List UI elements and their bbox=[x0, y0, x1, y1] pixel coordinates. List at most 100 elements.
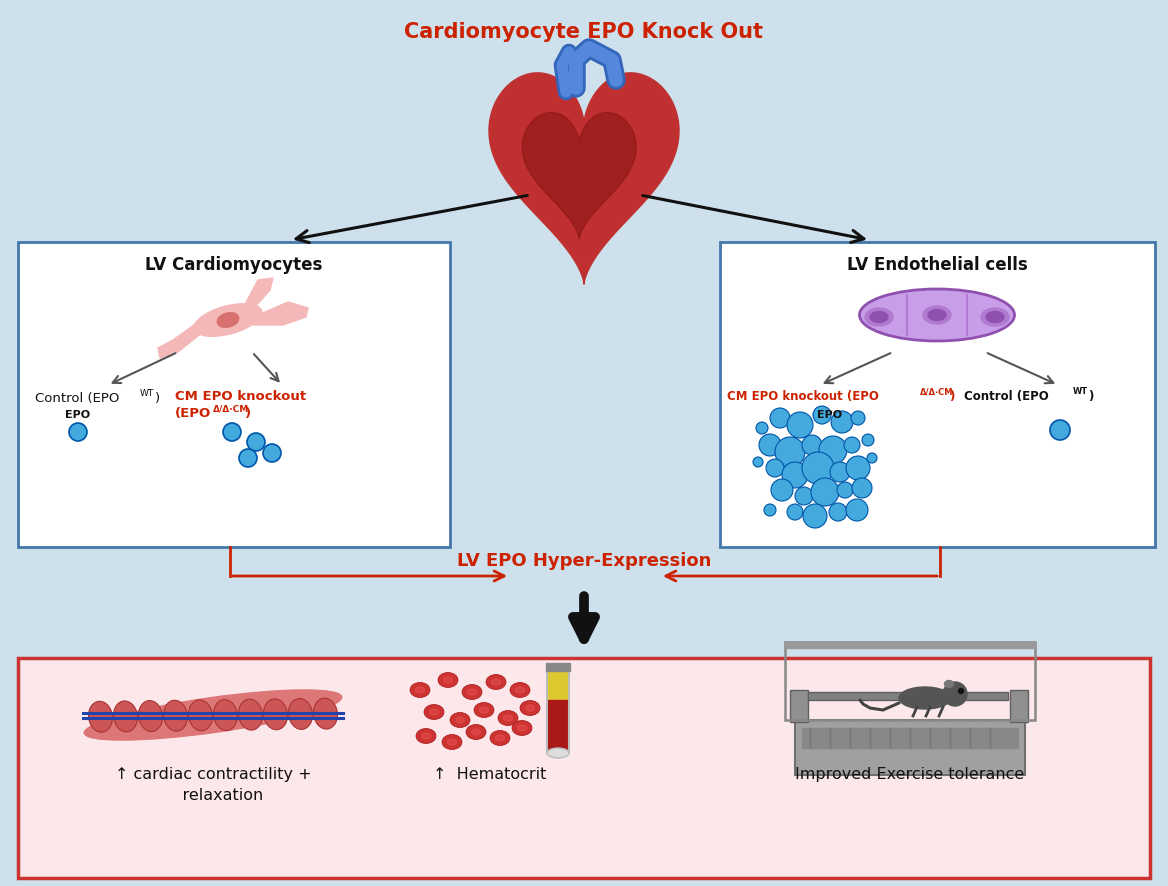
Circle shape bbox=[830, 411, 853, 433]
FancyBboxPatch shape bbox=[18, 658, 1150, 878]
Circle shape bbox=[829, 503, 847, 521]
Circle shape bbox=[756, 422, 769, 434]
Ellipse shape bbox=[860, 289, 1015, 341]
Ellipse shape bbox=[865, 308, 894, 326]
Circle shape bbox=[771, 479, 793, 501]
Ellipse shape bbox=[986, 312, 1004, 323]
Circle shape bbox=[802, 452, 834, 484]
Circle shape bbox=[804, 504, 827, 528]
Circle shape bbox=[766, 459, 784, 477]
Text: Control (EPO: Control (EPO bbox=[964, 390, 1049, 403]
Text: ): ) bbox=[155, 392, 160, 405]
Circle shape bbox=[787, 412, 813, 438]
Ellipse shape bbox=[456, 717, 465, 723]
Bar bbox=[802, 728, 1018, 748]
Circle shape bbox=[223, 423, 241, 441]
Ellipse shape bbox=[945, 680, 953, 688]
Circle shape bbox=[759, 434, 781, 456]
Bar bbox=[790, 690, 808, 722]
Ellipse shape bbox=[495, 735, 505, 741]
Text: CM EPO knockout: CM EPO knockout bbox=[175, 390, 306, 403]
Ellipse shape bbox=[474, 703, 494, 718]
Circle shape bbox=[837, 482, 853, 498]
Ellipse shape bbox=[139, 701, 162, 732]
Ellipse shape bbox=[422, 733, 431, 739]
FancyBboxPatch shape bbox=[18, 242, 450, 547]
Circle shape bbox=[846, 456, 870, 480]
Ellipse shape bbox=[463, 685, 482, 700]
Ellipse shape bbox=[214, 700, 237, 730]
Ellipse shape bbox=[929, 309, 946, 321]
Text: CM EPO knockout (EPO: CM EPO knockout (EPO bbox=[726, 390, 878, 403]
Ellipse shape bbox=[410, 682, 430, 697]
Ellipse shape bbox=[503, 715, 513, 721]
Ellipse shape bbox=[238, 699, 263, 730]
Circle shape bbox=[795, 487, 813, 505]
Text: ↑ cardiac contractility +
    relaxation: ↑ cardiac contractility + relaxation bbox=[114, 767, 312, 803]
Circle shape bbox=[246, 433, 265, 451]
Ellipse shape bbox=[981, 308, 1009, 326]
Circle shape bbox=[819, 436, 847, 464]
Ellipse shape bbox=[450, 712, 470, 727]
Ellipse shape bbox=[491, 730, 510, 745]
Ellipse shape bbox=[444, 677, 452, 683]
Circle shape bbox=[867, 453, 877, 463]
Ellipse shape bbox=[194, 304, 262, 337]
Text: LV EPO Hyper-Expression: LV EPO Hyper-Expression bbox=[457, 552, 711, 570]
Circle shape bbox=[811, 478, 839, 506]
Circle shape bbox=[770, 408, 790, 428]
Ellipse shape bbox=[486, 674, 506, 689]
Text: ↑  Hematocrit: ↑ Hematocrit bbox=[433, 767, 547, 782]
Ellipse shape bbox=[899, 687, 951, 709]
Circle shape bbox=[787, 504, 804, 520]
Polygon shape bbox=[253, 302, 308, 325]
Text: LV Endothelial cells: LV Endothelial cells bbox=[847, 256, 1028, 274]
Ellipse shape bbox=[515, 687, 524, 693]
Ellipse shape bbox=[264, 699, 287, 730]
Ellipse shape bbox=[517, 725, 527, 731]
Ellipse shape bbox=[84, 690, 342, 740]
Ellipse shape bbox=[424, 704, 444, 719]
FancyBboxPatch shape bbox=[719, 242, 1155, 547]
Ellipse shape bbox=[923, 306, 951, 324]
Ellipse shape bbox=[467, 689, 477, 695]
Bar bbox=[547, 668, 569, 753]
Circle shape bbox=[783, 462, 808, 488]
Text: (EPO: (EPO bbox=[175, 407, 211, 420]
Ellipse shape bbox=[442, 734, 463, 750]
Ellipse shape bbox=[547, 748, 569, 758]
Ellipse shape bbox=[313, 698, 338, 729]
Polygon shape bbox=[243, 278, 273, 315]
Text: Δ/Δ⋅CM: Δ/Δ⋅CM bbox=[213, 404, 249, 413]
Ellipse shape bbox=[549, 750, 568, 757]
Text: Improved Exercise tolerance: Improved Exercise tolerance bbox=[795, 767, 1024, 782]
Ellipse shape bbox=[89, 702, 112, 732]
Ellipse shape bbox=[510, 682, 530, 697]
Text: LV Cardiomyocytes: LV Cardiomyocytes bbox=[145, 256, 322, 274]
Polygon shape bbox=[158, 322, 203, 358]
Circle shape bbox=[753, 457, 763, 467]
Ellipse shape bbox=[480, 707, 488, 713]
Text: EPO: EPO bbox=[818, 410, 842, 420]
Circle shape bbox=[69, 423, 86, 441]
Polygon shape bbox=[489, 73, 679, 284]
Ellipse shape bbox=[217, 313, 238, 327]
Bar bbox=[545, 663, 570, 671]
Ellipse shape bbox=[188, 700, 213, 731]
Circle shape bbox=[239, 449, 257, 467]
Ellipse shape bbox=[520, 701, 540, 716]
Bar bbox=[1010, 690, 1028, 722]
Circle shape bbox=[862, 434, 874, 446]
Ellipse shape bbox=[416, 687, 424, 693]
Circle shape bbox=[263, 444, 281, 462]
Ellipse shape bbox=[498, 711, 517, 726]
Circle shape bbox=[851, 478, 872, 498]
Text: ): ) bbox=[1089, 390, 1093, 403]
Ellipse shape bbox=[466, 725, 486, 740]
Ellipse shape bbox=[870, 312, 888, 323]
Bar bbox=[785, 642, 1035, 648]
Bar bbox=[548, 670, 568, 700]
Circle shape bbox=[802, 435, 822, 455]
Circle shape bbox=[813, 406, 830, 424]
Circle shape bbox=[844, 437, 860, 453]
